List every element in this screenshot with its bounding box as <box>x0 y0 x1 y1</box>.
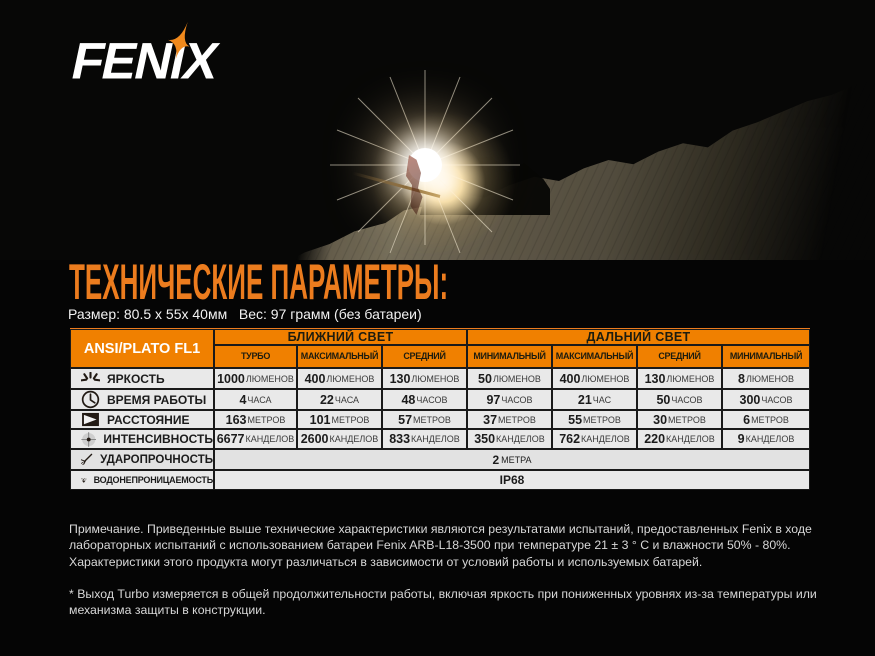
svg-text:FENIX: FENIX <box>70 33 224 90</box>
